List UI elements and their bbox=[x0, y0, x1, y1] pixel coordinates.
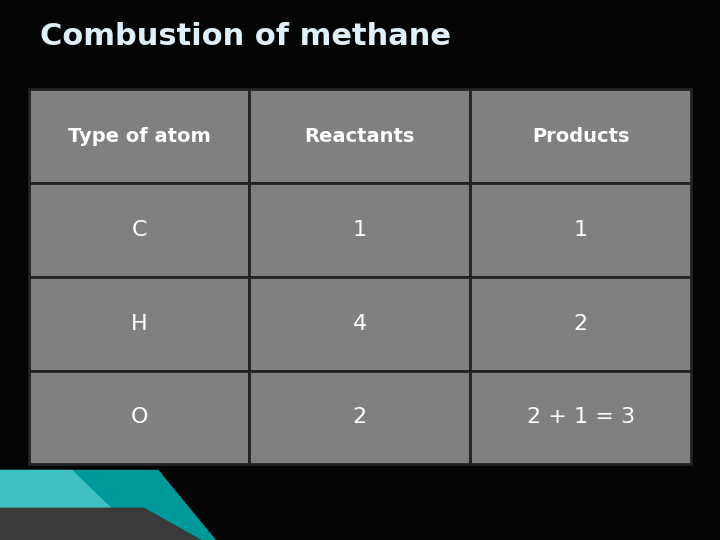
Text: Products: Products bbox=[532, 126, 629, 145]
Text: 1: 1 bbox=[574, 220, 588, 240]
Bar bbox=[249, 89, 470, 183]
Bar bbox=[249, 183, 470, 276]
Text: H: H bbox=[131, 314, 148, 334]
Text: 2: 2 bbox=[574, 314, 588, 334]
Bar bbox=[249, 370, 470, 464]
Bar bbox=[29, 89, 249, 183]
Text: Type of atom: Type of atom bbox=[68, 126, 210, 145]
Bar bbox=[29, 277, 249, 370]
Polygon shape bbox=[0, 470, 216, 540]
Text: 1: 1 bbox=[353, 220, 366, 240]
Text: Combustion of methane: Combustion of methane bbox=[40, 22, 451, 51]
Bar bbox=[29, 183, 249, 276]
Bar bbox=[470, 370, 691, 464]
Text: C: C bbox=[131, 220, 147, 240]
Bar bbox=[470, 277, 691, 370]
Bar bbox=[470, 89, 691, 183]
Text: 2: 2 bbox=[353, 408, 366, 428]
Bar bbox=[249, 277, 470, 370]
Polygon shape bbox=[0, 508, 202, 540]
Bar bbox=[29, 370, 249, 464]
Polygon shape bbox=[0, 470, 122, 518]
Text: O: O bbox=[130, 408, 148, 428]
Text: 2 + 1 = 3: 2 + 1 = 3 bbox=[526, 408, 634, 428]
Bar bbox=[470, 183, 691, 276]
Text: 4: 4 bbox=[353, 314, 366, 334]
Text: Reactants: Reactants bbox=[305, 126, 415, 145]
